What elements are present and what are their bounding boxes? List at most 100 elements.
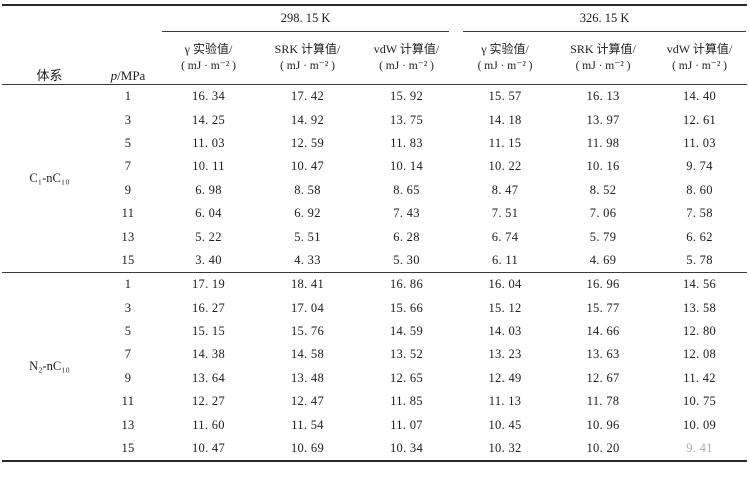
data-cell: 10. 11 <box>192 159 225 174</box>
temp-group-326: 326. 15 K <box>456 5 747 32</box>
data-cell: 10. 75 <box>683 394 717 409</box>
table-row: 15 10. 47 10. 69 10. 34 10. 32 10. 20 9. 41 <box>2 437 747 461</box>
data-cell: 14. 18 <box>488 112 522 127</box>
pressure-value: 15 <box>121 252 135 267</box>
data-cell: 4. 69 <box>589 252 617 267</box>
data-cell: 8. 60 <box>686 182 713 197</box>
header-label: γ 实验值/ <box>481 41 529 56</box>
data-cell: 5. 51 <box>294 229 321 244</box>
data-cell: 11. 03 <box>192 135 225 150</box>
data-cell: 5. 30 <box>393 252 420 267</box>
data-cell: 12. 80 <box>683 324 717 339</box>
data-cell: 10. 09 <box>683 417 717 432</box>
data-cell: 16. 34 <box>191 89 226 104</box>
temp-group-298: 298. 15 K <box>159 5 456 32</box>
data-cell: 11. 15 <box>488 135 522 150</box>
data-cell: 9. 41 <box>686 441 713 456</box>
data-cell: 6. 11 <box>492 252 519 267</box>
table-row: 7 14. 38 14. 58 13. 52 13. 23 13. 63 12. 08 <box>2 343 747 366</box>
data-cell: 8. 52 <box>589 182 617 197</box>
data-cell: 4. 33 <box>294 252 321 267</box>
pressure-value: 13 <box>121 417 135 432</box>
data-cell: 12. 67 <box>586 370 620 385</box>
data-cell: 11. 07 <box>390 417 423 432</box>
data-cell: 16. 27 <box>191 300 226 315</box>
table-row: 3 14. 25 14. 92 13. 75 14. 18 13. 97 12. 61 <box>2 108 747 131</box>
data-cell: 16. 96 <box>554 272 653 297</box>
data-cell: 12. 49 <box>488 370 522 385</box>
data-cell: 15. 15 <box>191 324 226 339</box>
pressure-value: 1 <box>124 89 132 104</box>
data-cell: 11. 83 <box>390 135 423 150</box>
header-unit: ( mJ · m⁻² ) <box>379 60 434 73</box>
pressure-value: 3 <box>124 300 132 315</box>
data-cell: 10. 32 <box>488 441 522 456</box>
data-cell: 16. 04 <box>456 272 555 297</box>
table-row: 5 11. 03 12. 59 11. 83 11. 15 11. 98 11. 03 <box>2 132 747 155</box>
data-cell: 17. 19 <box>159 272 258 297</box>
header-label: SRK 计算值/ <box>570 41 636 56</box>
data-cell: 13. 23 <box>488 347 522 362</box>
col-header-srk-298: SRK 计算值/ ( mJ · m⁻² ) <box>258 32 357 85</box>
data-cell: 11. 03 <box>683 135 716 150</box>
data-cell: 12. 65 <box>389 370 424 385</box>
pressure-value: 9 <box>124 370 132 385</box>
header-unit: ( mJ · m⁻² ) <box>575 60 631 73</box>
data-cell: 10. 20 <box>586 441 620 456</box>
data-cell: 15. 57 <box>488 89 522 104</box>
data-cell: 7. 51 <box>491 206 519 221</box>
data-cell: 13. 75 <box>389 112 424 127</box>
data-cell: 14. 92 <box>290 112 325 127</box>
col-header-vdw-326: vdW 计算值/ ( mJ · m⁻² ) <box>652 32 748 85</box>
data-cell: 16. 13 <box>586 89 620 104</box>
table-row: N₂-nC₁₀ 1 17. 19 18. 41 16. 86 16. 04 16. 96 14… <box>2 272 748 462</box>
data-cell: 7. 58 <box>686 206 713 221</box>
data-cell: 7. 06 <box>589 206 617 221</box>
pressure-value: 11 <box>121 394 135 409</box>
table-row: 11 6. 04 6. 92 7. 43 7. 51 7. 06 7. 58 <box>2 202 747 225</box>
temp-label-298: 298. 15 K <box>280 11 331 25</box>
header-unit: ( mJ · m⁻² ) <box>181 60 236 73</box>
temp-group-row: 体系 p/MPa 298. 15 K 326. 15 K <box>2 5 747 85</box>
pressure-value: 7 <box>124 159 132 174</box>
data-cell: 6. 62 <box>686 229 713 244</box>
header-unit: ( mJ · m⁻² ) <box>672 60 727 73</box>
data-cell: 11. 85 <box>390 394 423 409</box>
pressure-value: 1 <box>97 272 159 297</box>
col-header-pressure: p/MPa <box>97 5 159 85</box>
data-cell: 16. 86 <box>357 272 457 297</box>
table-row: 3 16. 27 17. 04 15. 66 15. 12 15. 77 13. 58 <box>2 297 747 320</box>
data-cell: 13. 48 <box>290 370 325 385</box>
header-label: vdW 计算值/ <box>666 41 733 56</box>
surface-tension-table: 体系 p/MPa 298. 15 K 326. 15 K γ 实验值/ ( mJ … <box>2 4 748 463</box>
data-cell: 10. 47 <box>290 159 325 174</box>
col-header-vdw-298: vdW 计算值/ ( mJ · m⁻² ) <box>357 32 457 85</box>
data-cell: 12. 08 <box>683 347 717 362</box>
table-row: 5 15. 15 15. 76 14. 59 14. 03 14. 66 12. 80 <box>2 320 747 343</box>
data-cell: 10. 34 <box>389 441 424 456</box>
data-cell: 13. 97 <box>586 112 620 127</box>
data-cell: 6. 04 <box>195 206 222 221</box>
system-name: N₂-nC₁₀ <box>2 272 97 462</box>
data-cell: 12. 59 <box>290 135 325 150</box>
data-cell: 3. 40 <box>195 252 222 267</box>
pressure-value: 5 <box>124 135 132 150</box>
data-cell: 10. 14 <box>389 159 424 174</box>
data-cell: 10. 22 <box>488 159 522 174</box>
data-cell: 14. 59 <box>389 324 424 339</box>
table-row: C₁-nC₁₀ 1 16. 34 17. 42 15. 92 15. 57 16. 13 14… <box>2 85 747 185</box>
data-cell: 7. 43 <box>393 206 420 221</box>
data-cell: 15. 76 <box>290 324 325 339</box>
pressure-value: 9 <box>124 182 132 197</box>
data-cell: 17. 04 <box>290 300 325 315</box>
data-cell: 11. 78 <box>586 394 620 409</box>
data-cell: 13. 52 <box>389 347 424 362</box>
pressure-value: 13 <box>121 229 135 244</box>
paper-table-page: 体系 p/MPa 298. 15 K 326. 15 K γ 实验值/ ( mJ … <box>2 4 748 463</box>
data-cell: 10. 47 <box>191 441 226 456</box>
data-cell: 15. 77 <box>586 300 620 315</box>
col-header-gamma-exp-298: γ 实验值/ ( mJ · m⁻² ) <box>159 32 258 85</box>
data-cell: 12. 61 <box>683 112 717 127</box>
data-cell: 13. 63 <box>586 347 620 362</box>
header-unit: ( mJ · m⁻² ) <box>280 60 335 73</box>
